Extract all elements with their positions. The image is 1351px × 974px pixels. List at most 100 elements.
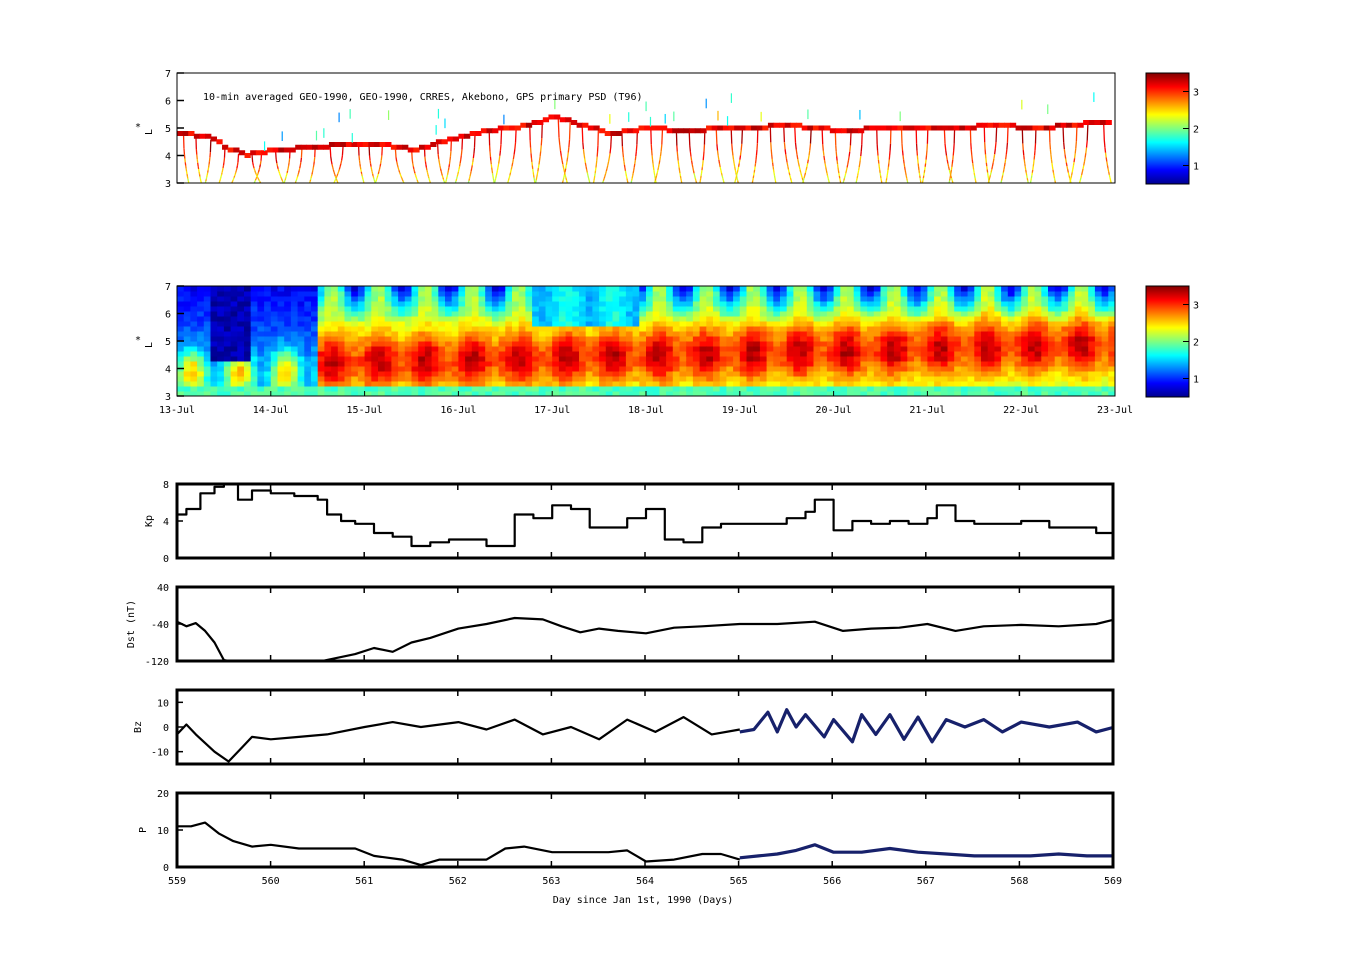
psd-heat-cell [605, 311, 613, 317]
psd-heat-cell [391, 311, 399, 317]
psd-arc-segment [373, 177, 375, 180]
psd-heat-cell [398, 371, 406, 377]
psd-heat-cell [739, 356, 747, 362]
psd-heat-cell [780, 311, 788, 317]
psd-heat-cell [505, 341, 513, 347]
psd-heat-cell [974, 296, 982, 302]
psd-observed-ytick-label: 7 [165, 69, 171, 80]
psd-heat-cell [994, 371, 1002, 377]
psd-heat-cell [800, 366, 808, 372]
psd-heat-cell [699, 391, 707, 396]
psd-heat-cell [893, 391, 902, 396]
psd-heat-cell [733, 321, 741, 327]
psd-heat-cell [579, 341, 587, 347]
psd-heat-cell [304, 291, 312, 297]
psd-arc-segment [719, 166, 722, 171]
psd-heat-cell [666, 351, 674, 357]
psd-band-cell [1049, 125, 1056, 131]
psd-heat-cell [284, 376, 292, 382]
psd-arc-segment [734, 166, 736, 171]
psd-heat-cell [532, 296, 540, 302]
psd-observed-marks [177, 92, 1112, 183]
psd-heat-cell [719, 286, 727, 292]
psd-heat-cell [692, 331, 701, 337]
psd-heat-cell [954, 326, 962, 332]
psd-heat-cell [344, 291, 352, 297]
psd-heat-cell [1054, 341, 1062, 347]
psd-heat-cell [699, 326, 707, 332]
psd-heat-cell [304, 391, 312, 396]
psd-heat-cell [1074, 316, 1082, 322]
psd-band-cell [903, 125, 910, 131]
psd-heat-cell [1061, 341, 1069, 347]
psd-heat-cell [351, 356, 359, 362]
psd-arc-segment [411, 159, 414, 164]
psd-heat-cell [826, 376, 835, 382]
psd-heat-cell [1001, 291, 1009, 297]
psd-heat-cell [746, 336, 754, 342]
psd-heat-cell [545, 366, 553, 372]
psd-heat-cell [525, 331, 533, 337]
psd-heat-cell [773, 381, 781, 387]
psd-heat-cell [351, 386, 359, 392]
psd-heat-cell [887, 306, 895, 312]
psd-heat-cell [371, 366, 379, 372]
psd-heat-cell [766, 361, 774, 367]
psd-heat-cell [1054, 326, 1062, 332]
psd-band-cell [582, 122, 589, 128]
psd-heat-cell [699, 386, 707, 392]
psd-heat-cell [659, 391, 667, 396]
psd-heat-cell [773, 386, 781, 392]
psd-heat-cell [826, 336, 835, 342]
psd-arc-segment [1005, 154, 1007, 160]
psd-arc-segment [858, 163, 861, 168]
psd-heat-cell [686, 346, 694, 352]
psd-heat-cell [679, 351, 687, 357]
psd-heat-cell [666, 361, 674, 367]
psd-heat-cell [954, 311, 962, 317]
psd-heat-cell [592, 321, 600, 327]
psd-arc-segment [857, 170, 860, 174]
psd-arc-segment [845, 170, 848, 174]
psd-heat-cell [418, 376, 426, 382]
psd-heat-cell [887, 366, 895, 372]
psd-heat-cell [719, 326, 727, 332]
psd-heat-cell [418, 336, 426, 342]
psd-band-cell [1032, 125, 1039, 131]
psd-heat-cell [317, 321, 325, 327]
psd-heat-cell [981, 341, 989, 347]
psd-observed-title: 10-min averaged GEO-1990, GEO-1990, CRRE… [203, 92, 643, 103]
psd-heat-cell [351, 321, 359, 327]
psd-heat-cell [270, 366, 278, 372]
psd-heat-cell [713, 316, 721, 322]
psd-heat-cell [525, 286, 533, 292]
psd-heat-cell [605, 376, 613, 382]
psd-heat-cell [1094, 321, 1103, 327]
psd-heat-cell [659, 336, 667, 342]
psd-heat-cell [780, 321, 788, 327]
psd-band-cell [863, 125, 870, 131]
psd-heat-cell [331, 366, 339, 372]
psd-heat-cell [692, 361, 701, 367]
psd-band-cell [1004, 122, 1011, 128]
psd-band-cell [312, 144, 319, 150]
psd-heat-cell [418, 391, 426, 396]
psd-arc-segment [625, 173, 628, 177]
psd-heat-cell [438, 356, 446, 362]
psd-heat-cell [304, 386, 312, 392]
psd-heat-cell [485, 351, 493, 357]
psd-heat-cell [1061, 351, 1069, 357]
psd-heat-cell [498, 371, 506, 377]
psd-arc-segment [1106, 165, 1109, 169]
psd-arc-segment [1066, 166, 1069, 170]
psd-heat-cell [679, 291, 687, 297]
psd-heat-cell [190, 291, 198, 297]
psd-arc-segment [565, 161, 568, 166]
psd-heat-cell [337, 336, 345, 342]
psd-heat-cell [297, 301, 305, 307]
psd-heat-cell [250, 326, 258, 332]
psd-heat-cell [974, 341, 982, 347]
psd-arc-segment [1083, 161, 1086, 166]
psd-arc-segment [441, 173, 443, 176]
